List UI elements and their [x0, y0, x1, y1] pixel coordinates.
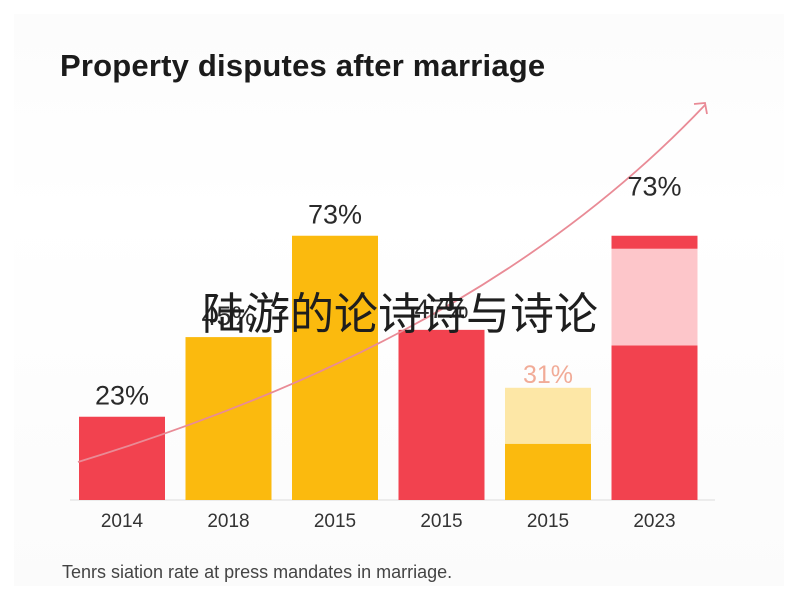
trend-arrow-icon: [693, 102, 708, 115]
x-tick-label-4: 2015: [527, 511, 569, 532]
data-label-4: 31%: [523, 361, 573, 389]
data-label-0: 23%: [95, 381, 149, 411]
bar-5-middle: [611, 248, 698, 346]
bar-4: [505, 443, 591, 500]
bar-2: [292, 235, 378, 501]
trend-line: [77, 104, 706, 463]
data-label-2: 73%: [308, 200, 362, 230]
tick-labels-group: 2014 2018 2015 2015 2015 2023: [101, 511, 676, 532]
bar-3: [398, 329, 485, 500]
overlay-text: 陆游的论诗诗与诗论: [202, 289, 598, 340]
bar-0: [79, 416, 165, 500]
bars-group: [79, 235, 698, 501]
bar-5-cap: [611, 235, 698, 249]
data-label-5: 73%: [627, 172, 681, 202]
bar-4-cap: [505, 387, 591, 444]
chart-title: Property disputes after marriage: [60, 48, 546, 83]
data-label-3: 47%: [414, 294, 468, 324]
x-tick-label-3: 2015: [420, 511, 462, 532]
x-tick-label-5: 2023: [633, 511, 675, 532]
bar-1: [185, 337, 272, 500]
value-labels-group: 23% 45% 73% 47% 31% 73%: [95, 172, 682, 411]
x-tick-label-0: 2014: [101, 511, 144, 532]
data-label-1: 45%: [201, 301, 255, 331]
x-tick-label-2: 2015: [314, 511, 356, 532]
chart-caption: Tenrs siation rate at press mandates in …: [62, 562, 453, 582]
bar-5: [611, 345, 698, 500]
x-tick-label-1: 2018: [207, 511, 249, 532]
